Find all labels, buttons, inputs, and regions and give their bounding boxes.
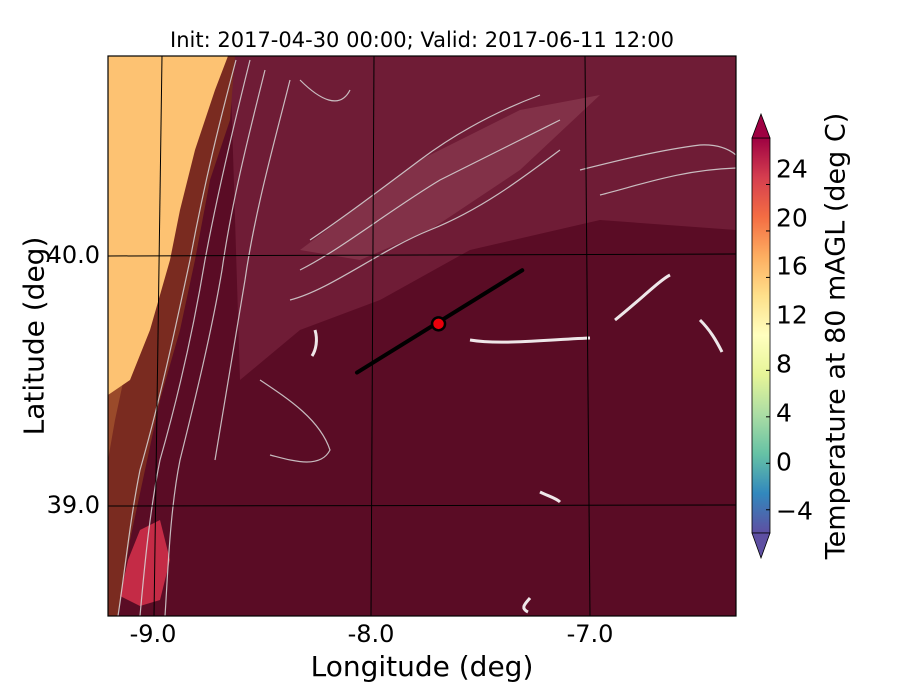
temperature-field	[108, 56, 736, 616]
y-tick-label: 40.0	[46, 241, 100, 269]
colorbar-tick-label: 24	[776, 154, 808, 184]
colorbar-tick-label: 12	[776, 300, 808, 330]
colorbar-label: Temperature at 80 mAGL (deg C)	[820, 112, 852, 560]
transect-marker	[430, 316, 447, 332]
plot-frame	[107, 55, 737, 617]
colorbar-tick-label: 4	[776, 398, 792, 428]
y-tick-label: 39.0	[46, 491, 100, 519]
y-axis-label: Latitude (deg)	[17, 236, 51, 436]
colorbar-tick-label: 0	[776, 447, 792, 477]
gridlines	[108, 56, 736, 616]
colorbar-tick-label: 8	[776, 349, 792, 379]
x-tick-label: -9.0	[129, 620, 177, 648]
colorbar-tick-label: 20	[776, 203, 808, 233]
x-axis-label: Longitude (deg)	[310, 650, 534, 683]
colorbar-extend-max	[751, 112, 771, 139]
colorbar	[751, 112, 771, 560]
colorbar-tick-label: 16	[776, 251, 808, 281]
colorbar-tick-label: −4	[776, 496, 813, 526]
map-title: Init: 2017-04-30 00:00; Valid: 2017-06-1…	[170, 28, 674, 52]
x-tick-label: -7.0	[566, 620, 614, 648]
x-tick-label: -8.0	[347, 620, 395, 648]
colorbar-extend-min	[751, 532, 771, 560]
